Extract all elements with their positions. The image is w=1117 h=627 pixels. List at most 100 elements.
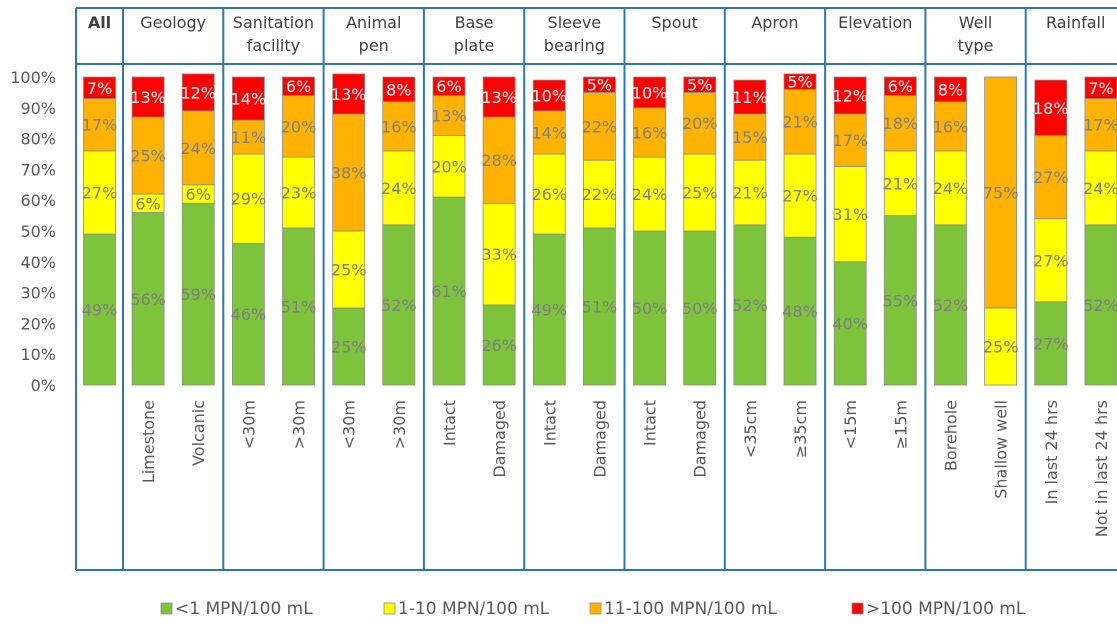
- bar-segment: [1034, 218, 1068, 303]
- data-label: 27%: [782, 187, 818, 206]
- category-label: Intact: [641, 400, 660, 446]
- data-label: 20%: [281, 117, 317, 136]
- data-label: 40%: [832, 314, 868, 333]
- data-label: 24%: [1083, 179, 1117, 198]
- bar-segment: [783, 73, 817, 90]
- group-title: Geology: [140, 13, 206, 32]
- bar-segment: [583, 76, 616, 93]
- data-label: 56%: [130, 290, 166, 309]
- data-label: 46%: [231, 305, 267, 324]
- data-label: 13%: [431, 107, 467, 126]
- bar-segment: [883, 215, 917, 386]
- data-label: 6%: [135, 194, 160, 213]
- legend-label: >100 MPN/100 mL: [866, 599, 1026, 619]
- bar-segment: [683, 92, 717, 155]
- bar-segment: [181, 110, 215, 186]
- bar-segment: [282, 227, 315, 386]
- bar-segment: [482, 202, 516, 306]
- data-label: 16%: [381, 117, 417, 136]
- legend-swatch: [160, 602, 173, 615]
- category-label: Intact: [440, 400, 459, 446]
- data-label: 38%: [331, 163, 367, 182]
- bar-segment: [282, 156, 315, 229]
- category-label: <30m: [340, 400, 359, 449]
- data-label: 21%: [732, 184, 768, 203]
- data-label: 25%: [983, 338, 1019, 357]
- data-label: 51%: [281, 297, 317, 316]
- bar-segment: [432, 95, 466, 136]
- group-title: Well: [959, 13, 993, 32]
- y-tick-label: 100%: [10, 68, 56, 87]
- data-label: 51%: [582, 297, 618, 316]
- category-label: ≥15m: [891, 400, 910, 449]
- group-title: Sanitation: [233, 13, 314, 32]
- data-label: 52%: [381, 296, 417, 315]
- data-label: 5%: [587, 76, 612, 95]
- bar-segment: [934, 101, 967, 152]
- bar-segment: [131, 212, 165, 386]
- category-label: Damaged: [691, 400, 710, 478]
- y-tick-label: 20%: [20, 314, 56, 333]
- group-title: bearing: [544, 36, 605, 55]
- bar-segment: [332, 307, 366, 386]
- bar-segment: [83, 150, 116, 235]
- data-label: 28%: [481, 151, 517, 170]
- bar-segment: [181, 73, 215, 112]
- group-title: Spout: [651, 13, 698, 32]
- category-label: ≥35cm: [791, 400, 810, 458]
- bar-segment: [482, 304, 516, 386]
- data-label: 24%: [632, 185, 668, 204]
- bar-segment: [984, 76, 1018, 309]
- category-label: <30m: [239, 400, 258, 449]
- data-label: 12%: [180, 83, 216, 102]
- data-label: 6%: [888, 77, 913, 96]
- category-label: Borehole: [941, 400, 960, 471]
- bar-segment: [934, 150, 967, 226]
- bar-segment: [1084, 150, 1117, 226]
- y-tick-label: 60%: [20, 191, 56, 210]
- data-label: 14%: [231, 90, 267, 109]
- category-label: Damaged: [590, 400, 609, 478]
- data-label: 61%: [431, 282, 467, 301]
- data-label: 24%: [180, 139, 216, 158]
- data-label: 55%: [883, 291, 919, 310]
- data-label: 48%: [782, 302, 818, 321]
- data-label: 21%: [883, 174, 919, 193]
- category-label: Damaged: [490, 400, 509, 478]
- data-label: 8%: [938, 80, 963, 99]
- bar-segment: [332, 113, 366, 232]
- bar-segment: [934, 224, 967, 386]
- y-tick-label: 50%: [20, 222, 56, 241]
- category-label: <35cm: [741, 400, 760, 458]
- group-title: All: [88, 13, 111, 32]
- data-label: 5%: [687, 76, 712, 95]
- bar-segment: [181, 202, 215, 386]
- data-label: 13%: [481, 88, 517, 107]
- legend-label: <1 MPN/100 mL: [175, 599, 313, 619]
- data-label: 13%: [331, 85, 367, 104]
- data-label: 17%: [1083, 116, 1117, 135]
- bar-segment: [733, 79, 767, 115]
- category-label: Intact: [540, 400, 559, 446]
- bar-segment: [482, 76, 516, 118]
- y-tick-label: 40%: [20, 253, 56, 272]
- category-label: >30m: [390, 400, 409, 449]
- data-label: 13%: [130, 88, 166, 107]
- bar-segment: [382, 224, 416, 386]
- data-label: 6%: [436, 77, 461, 96]
- data-label: 10%: [531, 86, 567, 105]
- data-label: 22%: [582, 117, 618, 136]
- data-label: 29%: [231, 190, 267, 209]
- data-label: 50%: [632, 299, 668, 318]
- bar-segment: [883, 76, 917, 96]
- data-label: 59%: [180, 285, 216, 304]
- group-title: Elevation: [838, 13, 912, 32]
- bar-segment: [833, 76, 867, 115]
- data-label: 25%: [331, 338, 367, 357]
- data-label: 27%: [82, 184, 118, 203]
- group-title: Rainfall: [1046, 13, 1105, 32]
- data-label: 18%: [883, 114, 919, 133]
- category-label: >30m: [290, 400, 309, 449]
- bar-segment: [282, 95, 315, 158]
